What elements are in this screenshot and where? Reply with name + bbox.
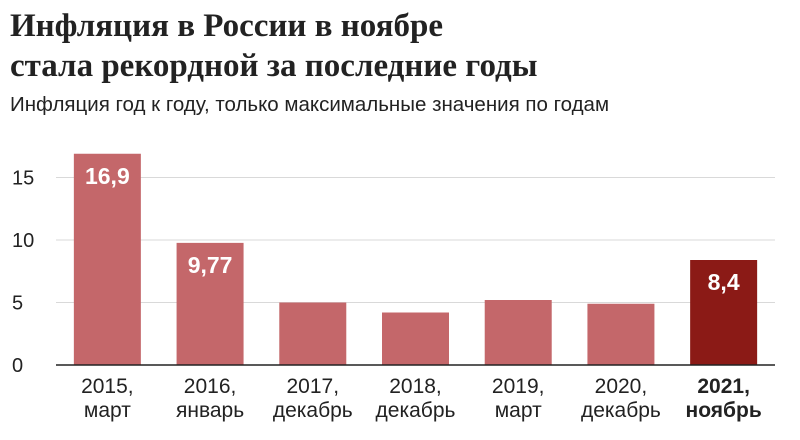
x-tick-label: 2017, — [287, 375, 340, 398]
x-tick-label: 2015, — [81, 375, 134, 398]
x-tick-label: декабрь — [273, 399, 353, 422]
y-tick-label: 5 — [12, 293, 23, 315]
bar — [587, 303, 655, 365]
x-tick-label: 2019, — [492, 375, 545, 398]
data-label: 8,4 — [708, 269, 740, 295]
y-tick-label: 0 — [12, 355, 23, 377]
y-tick-label: 10 — [12, 230, 34, 252]
chart-title: Инфляция в России в ноябре стала рекордн… — [10, 6, 790, 86]
chart-title-line-1: Инфляция в России в ноябре — [10, 8, 443, 44]
x-tick-label: март — [495, 399, 542, 422]
x-tick-label: декабрь — [376, 399, 456, 422]
data-label: 16,9 — [85, 163, 130, 189]
bar — [279, 302, 347, 365]
x-tick-label: ноябрь — [686, 399, 762, 422]
bar — [382, 312, 449, 365]
x-tick-label: 2018, — [389, 375, 442, 398]
bar — [690, 260, 758, 365]
y-tick-label: 15 — [12, 168, 34, 190]
x-tick-label: 2016, — [184, 375, 237, 398]
x-tick-label: 2020, — [595, 375, 648, 398]
chart-subtitle: Инфляция год к году, только максимальные… — [10, 93, 610, 116]
bar — [484, 300, 552, 365]
chart-title-line-2: стала рекордной за последние годы — [10, 48, 538, 84]
bar — [73, 153, 141, 365]
x-tick-label: декабрь — [581, 399, 661, 422]
x-tick-label: январь — [176, 399, 244, 422]
x-tick-label: март — [84, 399, 131, 422]
data-label: 9,77 — [188, 252, 233, 278]
bar — [176, 242, 244, 365]
x-tick-label: 2021, — [697, 375, 750, 398]
